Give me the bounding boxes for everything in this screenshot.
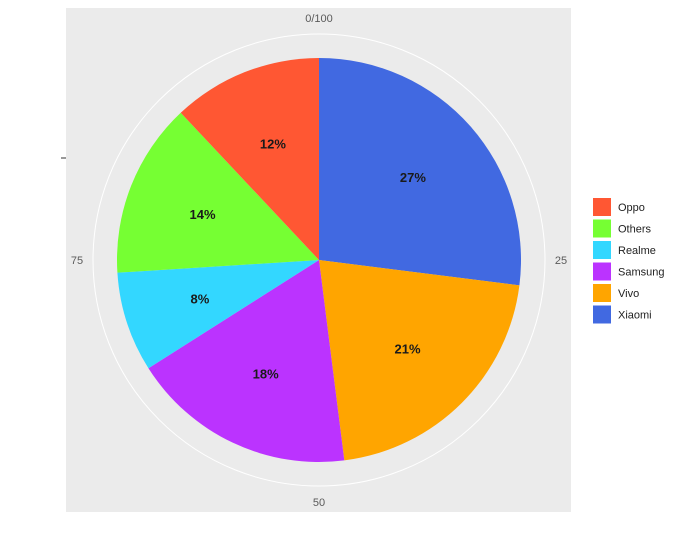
legend-swatch-others	[593, 219, 611, 238]
angular-tick-label: 25	[555, 255, 567, 267]
legend-label: Vivo	[618, 288, 639, 300]
slice-percent-label: 8%	[190, 292, 209, 307]
legend: Oppo Others Realme Samsung Vivo Xiaomi	[593, 198, 664, 324]
legend-swatch-oppo	[593, 198, 611, 216]
angular-tick-labels-group: 0/100 25 50 75	[71, 13, 567, 509]
pie-slice-vivo	[319, 260, 520, 461]
legend-label: Realme	[618, 245, 656, 257]
legend-label: Samsung	[618, 267, 664, 279]
pie-slice-xiaomi	[319, 58, 521, 286]
legend-label: Others	[618, 224, 652, 236]
pie-slice-samsung	[148, 260, 345, 462]
angular-tick-label: 50	[313, 497, 325, 509]
outer-grid-circle	[92, 33, 546, 487]
slice-percent-label: 18%	[253, 366, 279, 381]
legend-swatch-xiaomi	[593, 305, 611, 324]
slices-group	[117, 58, 521, 462]
slice-percent-label: 27%	[400, 170, 426, 185]
angular-tick-label: 0/100	[305, 13, 333, 25]
pie-slice-oppo	[180, 58, 319, 260]
legend-label: Xiaomi	[618, 310, 652, 322]
slice-percent-label: 21%	[395, 342, 421, 357]
legend-swatch-samsung	[593, 262, 611, 281]
percent-labels-group: 27% 21% 18% 8% 14% 12%	[190, 137, 427, 382]
legend-swatch-vivo	[593, 284, 611, 302]
slice-percent-label: 12%	[260, 137, 286, 152]
pie-slice-realme	[117, 260, 320, 369]
slice-percent-label: 14%	[190, 207, 216, 222]
legend-label: Oppo	[618, 202, 645, 214]
legend-swatch-realme	[593, 241, 611, 259]
angular-tick-label: 75	[71, 255, 83, 267]
pie-slice-others	[117, 112, 320, 273]
